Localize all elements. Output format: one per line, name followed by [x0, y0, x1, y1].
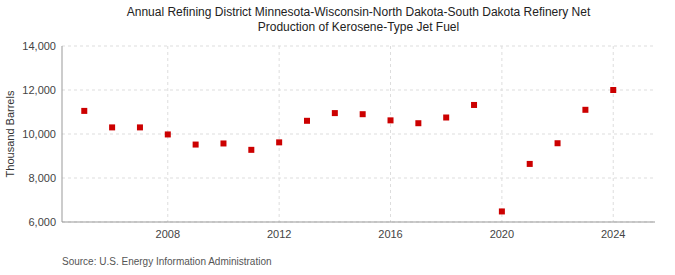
y-tick-label: 8,000 — [28, 172, 56, 184]
y-tick-label: 6,000 — [28, 216, 56, 228]
x-tick-label: 2008 — [156, 228, 180, 240]
y-axis-label: Thousand Barrels — [4, 90, 16, 177]
point — [499, 208, 505, 214]
point — [81, 108, 87, 114]
x-grid-line — [613, 46, 614, 222]
point — [582, 107, 588, 113]
point — [555, 140, 561, 146]
point — [360, 111, 366, 117]
point — [193, 142, 199, 148]
y-tick-label: 12,000 — [22, 84, 56, 96]
background — [0, 0, 675, 275]
point — [248, 147, 254, 153]
point — [332, 110, 338, 116]
points — [81, 87, 616, 214]
x-axis-line — [62, 222, 655, 223]
point — [137, 124, 143, 130]
point — [527, 161, 533, 167]
x-grid-line — [390, 46, 391, 222]
y-tick-label: 14,000 — [22, 40, 56, 52]
point — [471, 102, 477, 108]
y-grid-line — [62, 90, 655, 91]
point — [443, 115, 449, 121]
chart: Annual Refining District Minnesota-Wisco… — [0, 0, 675, 275]
point — [276, 139, 282, 145]
point — [109, 124, 115, 130]
x-grid-line — [279, 46, 280, 222]
x-grid-line — [501, 46, 502, 222]
x-tick-label: 2024 — [601, 228, 625, 240]
y-grid-line — [62, 222, 655, 223]
y-grid-line — [62, 134, 655, 135]
point — [388, 117, 394, 123]
grid — [62, 46, 655, 222]
point — [165, 131, 171, 137]
title: Annual Refining District Minnesota-Wisco… — [127, 5, 591, 34]
y-grid-line — [62, 178, 655, 179]
point — [610, 87, 616, 93]
source-note: Source: U.S. Energy Information Administ… — [62, 256, 272, 267]
y-tick-label: 10,000 — [22, 128, 56, 140]
point — [220, 140, 226, 146]
point — [304, 118, 310, 124]
point — [415, 120, 421, 126]
y-axis-line — [62, 46, 63, 222]
x-tick-label: 2016 — [378, 228, 402, 240]
y-grid-line — [62, 46, 655, 47]
x-tick-label: 2012 — [267, 228, 291, 240]
x-tick-label: 2020 — [490, 228, 514, 240]
